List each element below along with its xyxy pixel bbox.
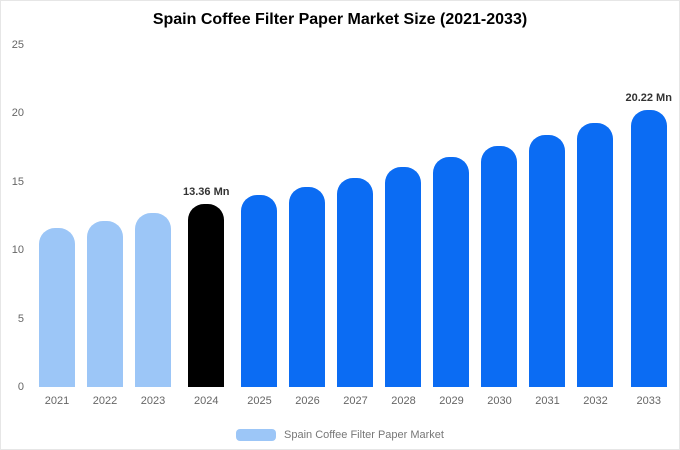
bar-slot-2027: 2027 [337,45,374,407]
y-tick-20: 20 [11,107,24,120]
bar-slot-2024: 13.36 Mn 2024 [183,45,230,407]
x-tick-2028: 2028 [391,395,416,407]
bar-slot-2026: 2026 [289,45,326,407]
bar-2023[interactable] [135,213,171,387]
bar-slot-2021: 2021 [39,45,75,407]
bar-slot-2023: 2023 [135,45,171,407]
chart-title: Spain Coffee Filter Paper Market Size (2… [152,11,528,28]
bar-2033[interactable] [630,110,667,387]
y-tick-10: 10 [11,244,24,257]
y-tick-5: 5 [17,312,24,325]
x-tick-2023: 2023 [140,395,166,407]
x-tick-2022: 2022 [92,395,118,407]
y-tick-15: 15 [11,175,24,188]
plot-area: 2021 2022 2023 13.36 Mn 2024 2025 2026 2027 2028… [33,45,672,407]
bar-slot-2025: 2025 [241,45,278,407]
data-label-2024: 13.36 Mn [183,186,230,199]
x-tick-2031: 2031 [535,395,560,407]
bar-2031[interactable] [529,135,566,387]
bar-slot-2033: 20.22 Mn 2033 [625,45,672,407]
x-tick-2021: 2021 [44,395,70,407]
bar-slot-2030: 2030 [481,45,518,407]
bar-slot-2032: 2032 [577,45,614,407]
x-tick-2026: 2026 [295,395,320,407]
y-tick-0: 0 [17,381,24,393]
x-tick-2029: 2029 [439,395,464,407]
bar-2022[interactable] [87,220,123,387]
bar-slot-2022: 2022 [87,45,123,407]
x-tick-2030: 2030 [487,395,512,407]
x-tick-2025: 2025 [247,395,272,407]
bars-row: 2021 2022 2023 13.36 Mn 2024 2025 2026 2027 2028… [33,45,672,407]
bar-2029[interactable] [433,157,470,387]
bar-2026[interactable] [289,186,326,387]
x-tick-2032: 2032 [583,395,608,407]
bar-2025[interactable] [241,195,278,387]
bar-2021[interactable] [39,228,75,387]
legend-label: Spain Coffee Filter Paper Market [284,429,444,441]
bar-2030[interactable] [481,146,518,387]
bar-2028[interactable] [385,167,422,387]
legend[interactable]: Spain Coffee Filter Paper Market [1,429,679,441]
x-tick-2033: 2033 [636,395,661,407]
bar-2027[interactable] [337,177,374,387]
legend-swatch [236,429,276,441]
bar-2032[interactable] [577,122,614,387]
bar-slot-2028: 2028 [385,45,422,407]
bar-slot-2031: 2031 [529,45,566,407]
data-label-2033: 20.22 Mn [625,92,672,105]
bar-2024[interactable] [188,204,225,387]
bar-slot-2029: 2029 [433,45,470,407]
y-axis: 0 5 10 15 20 25 [1,39,27,393]
x-tick-2024: 2024 [193,395,219,407]
y-tick-25: 25 [11,39,24,51]
x-tick-2027: 2027 [343,395,368,407]
